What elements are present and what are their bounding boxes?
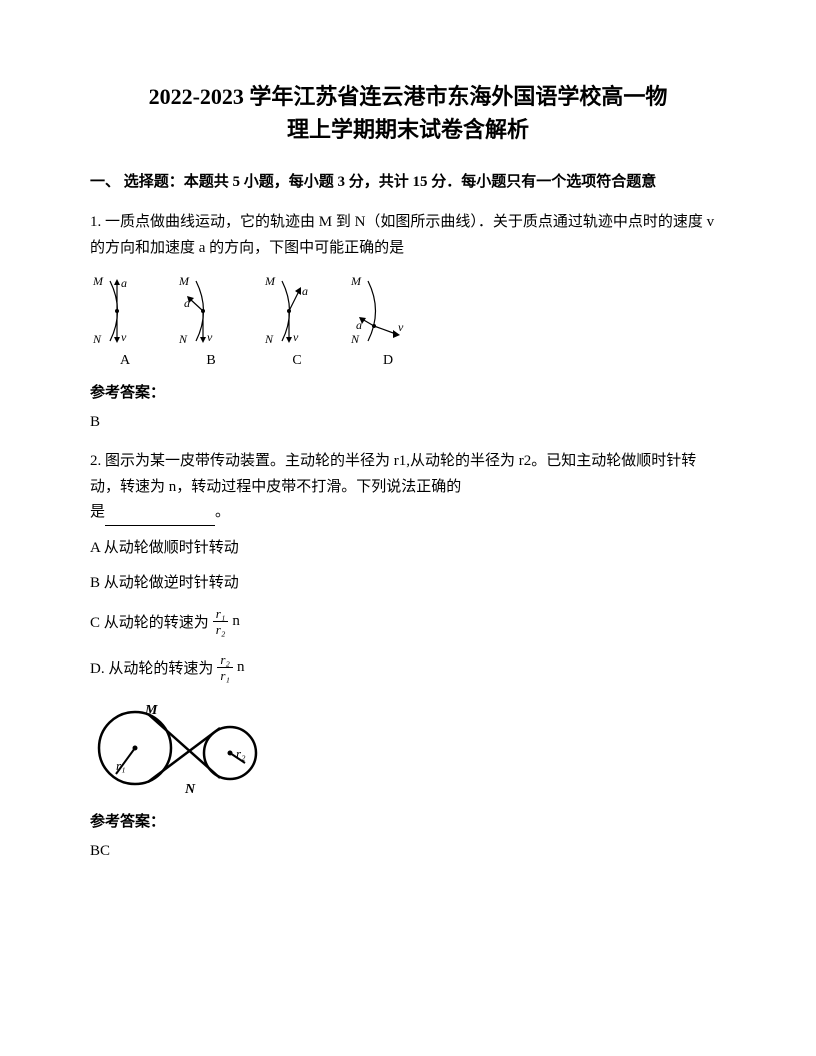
svg-text:a: a: [121, 276, 127, 290]
svg-text:N: N: [92, 332, 102, 346]
svg-text:r₂: r₂: [236, 746, 246, 761]
fraction-c: r₁ r₂: [213, 606, 229, 638]
svg-text:N: N: [184, 782, 196, 797]
svg-text:a: a: [302, 284, 308, 298]
diagram-a: M N a v A: [90, 271, 160, 369]
svg-text:M: M: [144, 703, 158, 718]
option-d-suffix: n: [237, 659, 245, 676]
svg-text:M: M: [92, 274, 104, 288]
section-header: 一、 选择题：本题共 5 小题，每小题 3 分，共计 15 分．每小题只有一个选…: [90, 170, 726, 194]
frac-d-num: r₂: [217, 652, 233, 669]
diagram-label-a: A: [120, 353, 130, 369]
frac-c-num: r₁: [213, 606, 229, 623]
frac-d-den: r₁: [217, 668, 233, 684]
svg-text:N: N: [350, 332, 360, 346]
answer-label-1: 参考答案：: [90, 381, 726, 402]
svg-text:v: v: [398, 320, 404, 334]
q2-text-suffix: 。: [215, 504, 230, 520]
q2-text-prefix: 是: [90, 504, 105, 520]
svg-text:M: M: [264, 274, 276, 288]
diagram-c: M N a v C: [262, 271, 332, 369]
question-1-diagrams: M N a v A M N a v B M: [90, 271, 726, 369]
svg-text:v: v: [207, 330, 213, 344]
fraction-d: r₂ r₁: [217, 652, 233, 684]
svg-text:r₁: r₁: [116, 758, 126, 773]
option-c: C 从动轮的转速为 r₁ r₂ n: [90, 606, 726, 638]
answer-label-2: 参考答案：: [90, 810, 726, 831]
diagram-d: M N a v D: [348, 271, 428, 369]
svg-text:M: M: [350, 274, 362, 288]
svg-text:v: v: [121, 330, 127, 344]
diagram-label-c: C: [292, 353, 301, 369]
option-c-prefix: C 从动轮的转速为: [90, 611, 209, 632]
svg-text:a: a: [184, 296, 190, 310]
option-d-prefix: D. 从动轮的转速为: [90, 657, 213, 678]
blank-line: [105, 512, 215, 526]
exam-title: 2022-2023 学年江苏省连云港市东海外国语学校高一物 理上学期期末试卷含解…: [90, 80, 726, 146]
svg-text:N: N: [264, 332, 274, 346]
question-2-text: 2. 图示为某一皮带传动装置。主动轮的半径为 r1,从动轮的半径为 r2。已知主…: [90, 449, 726, 526]
svg-text:N: N: [178, 332, 188, 346]
frac-c-den: r₂: [213, 622, 229, 638]
answer-1: B: [90, 414, 726, 431]
option-a: A 从动轮做顺时针转动: [90, 536, 726, 557]
diagram-label-d: D: [383, 353, 393, 369]
svg-text:v: v: [293, 330, 299, 344]
svg-text:a: a: [356, 318, 362, 332]
title-line-1: 2022-2023 学年江苏省连云港市东海外国语学校高一物: [90, 80, 726, 113]
diagram-label-b: B: [206, 353, 215, 369]
question-2-diagram: M N r₁ r₂: [90, 698, 726, 798]
option-d: D. 从动轮的转速为 r₂ r₁ n: [90, 652, 726, 684]
title-line-2: 理上学期期末试卷含解析: [90, 113, 726, 146]
q2-text-p1: 2. 图示为某一皮带传动装置。主动轮的半径为 r1,从动轮的半径为 r2。已知主…: [90, 453, 696, 495]
option-c-suffix: n: [232, 613, 240, 630]
diagram-b: M N a v B: [176, 271, 246, 369]
option-b: B 从动轮做逆时针转动: [90, 571, 726, 592]
answer-2: BC: [90, 843, 726, 860]
question-1-text: 1. 一质点做曲线运动，它的轨迹由 M 到 N（如图所示曲线）．关于质点通过轨迹…: [90, 210, 726, 261]
svg-text:M: M: [178, 274, 190, 288]
